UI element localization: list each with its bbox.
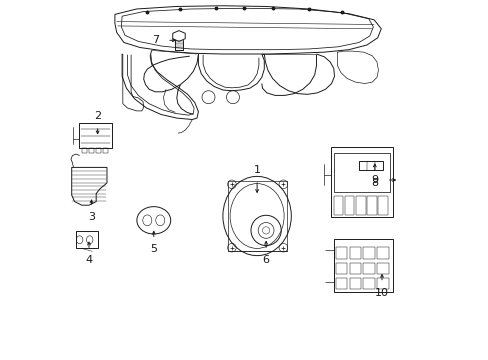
Bar xyxy=(333,196,343,215)
Bar xyxy=(335,262,346,274)
Bar xyxy=(366,196,376,215)
Bar xyxy=(376,247,388,259)
Text: 3: 3 xyxy=(88,212,95,222)
Bar xyxy=(333,153,389,192)
Text: 10: 10 xyxy=(374,288,388,298)
Bar xyxy=(378,196,387,215)
Text: 6: 6 xyxy=(262,255,269,265)
Text: 4: 4 xyxy=(85,255,92,265)
Bar xyxy=(349,247,360,259)
Text: 9: 9 xyxy=(371,175,378,185)
Bar xyxy=(363,262,374,274)
Bar xyxy=(363,247,374,259)
Bar xyxy=(363,278,374,289)
Bar xyxy=(349,262,360,274)
Bar xyxy=(344,196,354,215)
Bar xyxy=(335,247,346,259)
Bar xyxy=(355,196,365,215)
Bar xyxy=(349,278,360,289)
Bar xyxy=(376,262,388,274)
Bar xyxy=(335,278,346,289)
Bar xyxy=(333,239,392,292)
Text: 1: 1 xyxy=(253,165,260,175)
Bar xyxy=(76,231,98,248)
Bar xyxy=(89,148,94,153)
Bar xyxy=(103,148,108,153)
Bar xyxy=(81,148,87,153)
Bar xyxy=(96,148,101,153)
Text: 2: 2 xyxy=(94,111,101,121)
Text: 8: 8 xyxy=(370,178,378,188)
Bar xyxy=(330,147,392,217)
Bar xyxy=(358,161,383,170)
Text: 5: 5 xyxy=(150,244,157,255)
Text: 7: 7 xyxy=(152,35,159,45)
Bar xyxy=(376,278,388,289)
